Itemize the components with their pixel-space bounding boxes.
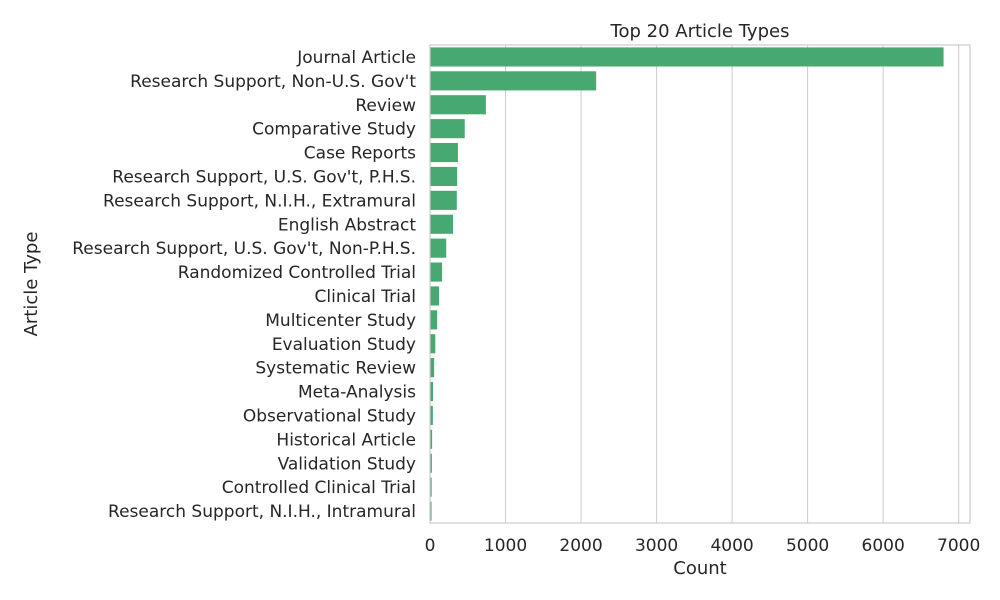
bar — [430, 142, 458, 163]
bar — [430, 214, 454, 234]
bar — [430, 95, 486, 115]
bar — [430, 286, 440, 306]
category-label: Multicenter Study — [265, 311, 416, 331]
bar — [430, 477, 432, 497]
category-label: Controlled Clinical Trial — [222, 478, 416, 498]
category-label: Historical Article — [276, 430, 416, 450]
category-label: Evaluation Study — [272, 335, 416, 355]
bars — [430, 47, 944, 521]
x-tick-label: 6000 — [862, 536, 905, 556]
x-axis-label: Count — [673, 558, 726, 579]
category-label: English Abstract — [278, 215, 416, 235]
category-label: Validation Study — [278, 454, 416, 474]
x-tick-label: 7000 — [937, 536, 980, 556]
category-label: Research Support, Non-U.S. Gov't — [130, 72, 416, 92]
bar — [430, 190, 457, 210]
category-label: Research Support, N.I.H., Intramural — [108, 502, 416, 522]
bar — [430, 71, 597, 91]
x-tick-label: 5000 — [786, 536, 829, 556]
category-label: Randomized Controlled Trial — [178, 263, 416, 283]
x-tick-label: 4000 — [710, 536, 753, 556]
category-label: Comparative Study — [252, 120, 416, 140]
plot-frame — [429, 44, 971, 524]
bar — [430, 262, 443, 282]
category-label: Case Reports — [304, 144, 416, 164]
category-label: Clinical Trial — [315, 287, 416, 307]
category-label: Research Support, U.S. Gov't, Non-P.H.S. — [72, 239, 416, 259]
category-label: Journal Article — [296, 48, 416, 68]
category-label: Meta-Analysis — [298, 383, 416, 403]
bar — [430, 119, 465, 139]
bar — [430, 310, 438, 330]
category-label: Review — [355, 96, 416, 116]
chart-title: Top 20 Article Types — [610, 21, 790, 42]
bar — [430, 381, 434, 402]
bar — [430, 501, 432, 521]
bar — [430, 166, 458, 187]
category-label: Observational Study — [243, 406, 416, 426]
category-label: Research Support, U.S. Gov't, P.H.S. — [112, 167, 416, 187]
category-label: Research Support, N.I.H., Extramural — [103, 191, 416, 211]
bar — [430, 453, 432, 473]
gridlines — [505, 45, 960, 523]
bar — [430, 334, 436, 354]
category-labels: Journal Article Research Support, Non-U.S… — [72, 48, 416, 522]
x-tick-label: 0 — [425, 536, 436, 556]
category-label: Systematic Review — [255, 359, 416, 379]
bar — [430, 358, 435, 378]
x-tick-label: 2000 — [559, 536, 602, 556]
x-tick-labels: 0 1000 2000 3000 4000 5000 6000 7000 — [425, 536, 981, 556]
y-axis-label: Article Type — [21, 232, 42, 337]
x-tick-label: 3000 — [635, 536, 678, 556]
bar — [430, 47, 944, 67]
bar — [430, 405, 433, 426]
x-tick-label: 1000 — [484, 536, 527, 556]
bar — [430, 429, 433, 449]
bar — [430, 238, 447, 258]
